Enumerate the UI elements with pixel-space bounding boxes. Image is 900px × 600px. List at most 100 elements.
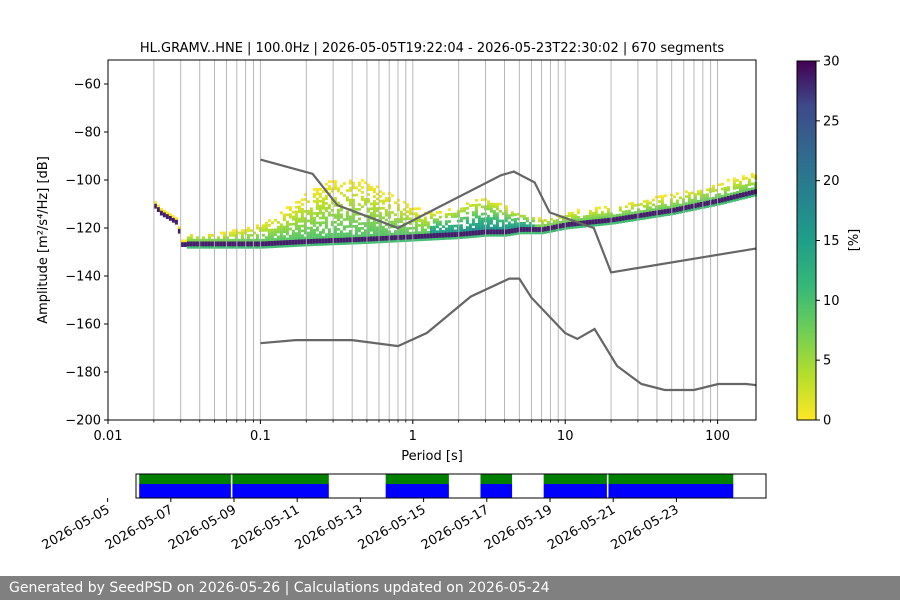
heatmap-cell [282,244,286,248]
heatmap-cell [378,223,382,227]
heatmap-cell [474,225,478,229]
heatmap-cell [450,234,454,238]
heatmap-cell [345,234,349,238]
heatmap-cell [426,221,430,224]
heatmap-cell [567,224,571,227]
heatmap-cell [543,223,547,227]
heatmap-cell [282,237,286,241]
heatmap-cell [402,232,406,235]
heatmap-cell [486,224,490,228]
heatmap-cell [660,194,664,198]
heatmap-cell [411,231,415,235]
heatmap-cell [744,191,748,194]
heatmap-cell [438,232,442,236]
heatmap-cell [423,231,427,234]
heatmap-cell [519,224,523,228]
heatmap-cell [351,198,355,202]
heatmap-cell [651,210,655,214]
heatmap-cell [507,221,511,225]
heatmap-cell [522,217,526,220]
timeline-segment-bottom [232,484,329,498]
heatmap-cell [504,224,508,227]
heatmap-cell [492,205,496,208]
heatmap-cell [735,179,739,182]
heatmap-cell [471,223,475,226]
timeline-tick-label: 2026-05-13 [292,502,365,553]
heatmap-cell [459,229,463,232]
heatmap-cell [261,226,265,230]
heatmap-cell [255,234,259,237]
heatmap-cell [327,206,331,210]
heatmap-cell [267,228,271,232]
heatmap-cell [402,236,406,240]
heatmap-cell [366,198,370,201]
heatmap-cell [738,197,742,201]
heatmap-cell [642,205,646,208]
heatmap-cell [696,204,700,208]
heatmap-cell [342,239,346,243]
heatmap-cell [402,217,406,221]
heatmap-cell [333,235,337,238]
heatmap-cell [369,221,373,225]
heatmap-cell [351,213,355,216]
heatmap-cell [342,182,346,185]
heatmap-cell [645,199,649,203]
heatmap-cell [357,181,361,185]
heatmap-cell [315,190,319,194]
heatmap-cell [225,246,229,249]
heatmap-cell [273,230,277,234]
heatmap-cell [717,193,721,196]
heatmap-cell [438,227,442,231]
heatmap-cell [240,229,244,232]
heatmap-cell [321,197,325,201]
heatmap-cell [414,214,418,218]
heatmap-cell [381,216,385,220]
heatmap-cell [648,206,652,210]
heatmap-cell [345,239,349,243]
heatmap-cell [309,207,313,211]
heatmap-cell [504,233,508,237]
heatmap-cell [405,239,409,242]
heatmap-cell [162,212,166,215]
heatmap-cell [705,205,709,208]
heatmap-cell [285,237,289,241]
heatmap-cell [492,210,496,213]
heatmap-cell [336,216,340,219]
heatmap-cell [567,221,571,225]
heatmap-cell [270,245,274,249]
heatmap-cell [267,238,271,242]
heatmap-cell [540,226,544,230]
heatmap-cell [705,193,709,196]
heatmap-cell [465,233,469,237]
heatmap-cell [366,222,370,225]
heatmap-cell [303,210,307,213]
heatmap-cell [630,214,634,217]
heatmap-cell [630,206,634,210]
heatmap-cell [240,243,244,247]
heatmap-cell [219,246,223,249]
heatmap-cell [336,211,340,214]
heatmap-cell [366,241,370,244]
heatmap-cell [462,233,466,237]
heatmap-cell [519,214,523,218]
heatmap-cell [474,203,478,207]
heatmap-cell [369,238,373,242]
heatmap-cell [360,241,364,245]
heatmap-cell [558,220,562,224]
heatmap-cell [375,207,379,210]
heatmap-cell [588,217,592,220]
heatmap-cell [324,194,328,198]
heatmap-cell [462,231,466,234]
heatmap-cell [312,219,316,222]
heatmap-cell [540,229,544,232]
heatmap-cell [741,184,745,188]
heatmap-cell [747,195,751,198]
footer-text: Generated by SeedPSD on 2026-05-26 | Cal… [9,580,550,596]
heatmap-cell [327,237,331,241]
heatmap-cell [564,224,568,228]
heatmap-cell [615,221,619,224]
heatmap-cell [459,207,463,211]
heatmap-cell [726,178,730,182]
heatmap-cell [564,222,568,225]
